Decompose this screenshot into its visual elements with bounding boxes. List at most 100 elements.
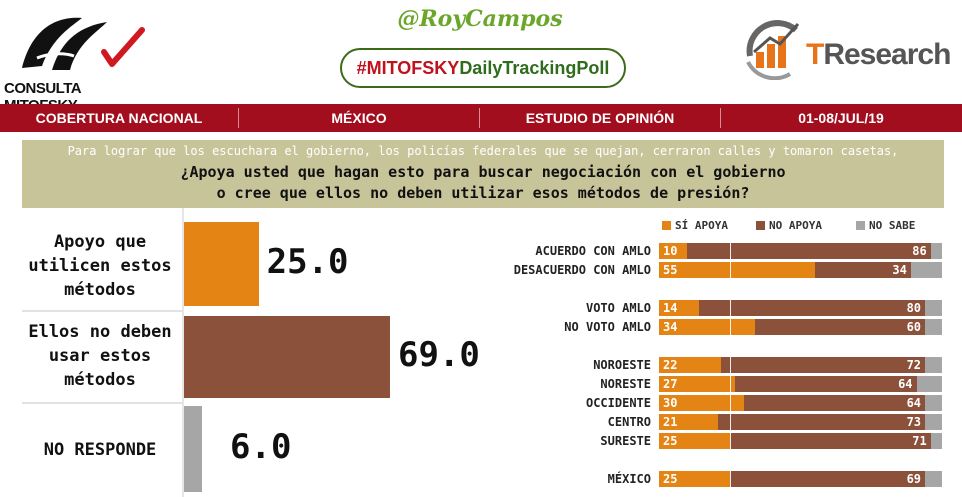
overall-row-divider (22, 310, 182, 312)
question-preamble: Para lograr que los escuchara el gobiern… (67, 144, 899, 158)
segment-value-support: 34 (663, 320, 678, 334)
segment-value-support: 22 (663, 358, 678, 372)
hashtag-part-green: DailyTrackingPoll (459, 58, 610, 78)
segment-bar-unknown (925, 395, 942, 411)
question-box: Para lograr que los escuchara el gobiern… (22, 140, 944, 208)
consulta-mitofsky-logo: CONSULTA MITOFSKY (4, 8, 154, 116)
overall-value-label: 69.0 (398, 335, 480, 375)
segment-category-label: NOROESTE (593, 358, 651, 372)
question-line-1: ¿Apoya usted que hagan esto para buscar … (180, 163, 786, 181)
overall-bar (184, 222, 259, 306)
legend-item: SÍ APOYA (662, 219, 728, 232)
legend-item: NO APOYA (756, 219, 822, 232)
hashtag-part-red: #MITOFSKY (356, 58, 460, 78)
segment-bar-oppose (814, 262, 911, 278)
legend-item: NO SABE (856, 219, 915, 232)
question-text: ¿Apoya usted que hagan esto para buscar … (22, 162, 944, 204)
segment-value-support: 25 (663, 472, 678, 486)
band-divider (720, 108, 721, 128)
segment-bar-unknown (925, 300, 942, 316)
segment-value-support: 30 (663, 396, 678, 410)
band-coverage: COBERTURA NACIONAL (35, 110, 203, 126)
segment-category-label: ACUERDO CON AMLO (535, 244, 651, 258)
segment-value-support: 25 (663, 434, 678, 448)
segment-value-support: 10 (663, 244, 678, 258)
info-band: COBERTURA NACIONAL MÉXICO ESTUDIO DE OPI… (0, 104, 962, 132)
segment-category-label: DESACUERDO CON AMLO (513, 263, 651, 277)
segment-bar-unknown (930, 243, 942, 259)
segment-value-oppose: 64 (898, 377, 913, 391)
overall-value-label: 25.0 (266, 242, 349, 282)
segment-bar-support (659, 243, 688, 259)
segment-bar-unknown (910, 262, 942, 278)
overall-row-divider (22, 402, 182, 404)
segment-bar-unknown (916, 376, 942, 392)
legend-label: NO APOYA (769, 219, 822, 232)
segment-bar-unknown (930, 433, 942, 449)
segment-bar-support (659, 300, 699, 316)
band-date: 01-08/JUL/19 (798, 110, 884, 126)
overall-category-label: NO RESPONDE (43, 440, 157, 460)
legend-swatch (856, 221, 865, 230)
segment-value-oppose: 60 (906, 320, 922, 334)
segment-category-label: CENTRO (607, 415, 651, 429)
overall-value-label: 6.0 (230, 427, 292, 467)
segment-bar-support (659, 433, 730, 449)
overall-chart-panel (22, 208, 184, 497)
segment-bar-support (659, 262, 815, 278)
segment-value-oppose: 69 (906, 472, 922, 486)
midpoint-reference-line (730, 240, 731, 497)
overall-bar (184, 316, 390, 398)
overall-bar (184, 406, 202, 492)
header: CONSULTA MITOFSKY @RoyCampos #MITOFSKYDa… (0, 0, 962, 116)
segment-value-oppose: 71 (912, 434, 927, 448)
segment-bar-support (659, 357, 722, 373)
segment-bar-oppose (743, 395, 925, 411)
segment-bar-support (659, 395, 744, 411)
segment-value-oppose: 86 (912, 244, 927, 258)
segment-bar-support (659, 471, 730, 487)
segment-bar-oppose (698, 300, 925, 316)
band-country: MÉXICO (331, 110, 387, 126)
segment-category-label: NORESTE (600, 377, 651, 391)
legend-swatch (662, 221, 671, 230)
segment-value-support: 21 (663, 415, 678, 429)
segment-bar-unknown (925, 357, 942, 373)
tresearch-logo: TResearch (740, 16, 960, 88)
segment-category-label: VOTO AMLO (585, 301, 651, 315)
segment-bar-support (659, 414, 719, 430)
segment-bar-unknown (925, 319, 942, 335)
tresearch-swirl-icon (746, 20, 800, 80)
segment-bar-unknown (925, 414, 942, 430)
twitter-handle: @RoyCampos (397, 6, 563, 32)
segment-value-support: 14 (663, 301, 678, 315)
segment-bar-unknown (925, 471, 942, 487)
legend-label: SÍ APOYA (675, 219, 728, 232)
segment-value-oppose: 73 (906, 415, 922, 429)
segment-value-oppose: 72 (906, 358, 922, 372)
segment-bar-oppose (721, 357, 925, 373)
segment-value-oppose: 34 (892, 263, 907, 277)
segment-bar-oppose (729, 471, 926, 487)
segment-value-support: 55 (663, 263, 678, 277)
overall-category-label: Apoyo que utilicen estos métodos (28, 232, 172, 300)
segment-category-label: SURESTE (600, 434, 651, 448)
segment-bar-support (659, 319, 756, 335)
band-divider (479, 108, 480, 128)
overall-category-label: Ellos no deben usar estos métodos (28, 322, 172, 390)
tresearch-logo-text: TResearch (806, 38, 951, 71)
segment-bar-support (659, 376, 736, 392)
segment-category-label: MÉXICO (607, 472, 651, 486)
segment-bar-oppose (735, 376, 917, 392)
segment-value-support: 27 (663, 377, 678, 391)
segment-category-label: OCCIDENTE (585, 396, 651, 410)
segment-value-oppose: 80 (906, 301, 922, 315)
segment-bar-oppose (718, 414, 925, 430)
segment-bar-oppose (755, 319, 926, 335)
segment-category-label: NO VOTO AMLO (564, 320, 651, 334)
legend-label: NO SABE (869, 219, 916, 232)
legend-swatch (756, 221, 765, 230)
segment-value-oppose: 64 (906, 396, 922, 410)
band-study-type: ESTUDIO DE OPINIÓN (525, 110, 675, 126)
hashtag-badge: #MITOFSKYDailyTrackingPoll (340, 48, 626, 88)
